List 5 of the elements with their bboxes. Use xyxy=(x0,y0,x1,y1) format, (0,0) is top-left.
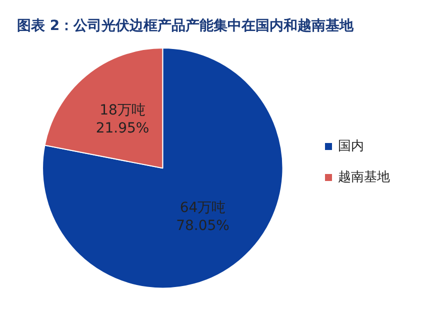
legend-label: 国内 xyxy=(338,139,364,154)
data-label: 18万吨 21.95% xyxy=(96,102,150,137)
chart-title: 图表 2：公司光伏边框产品产能集中在国内和越南基地 xyxy=(17,17,355,34)
legend-label: 越南基地 xyxy=(338,170,390,185)
data-label: 64万吨 78.05% xyxy=(176,200,230,234)
